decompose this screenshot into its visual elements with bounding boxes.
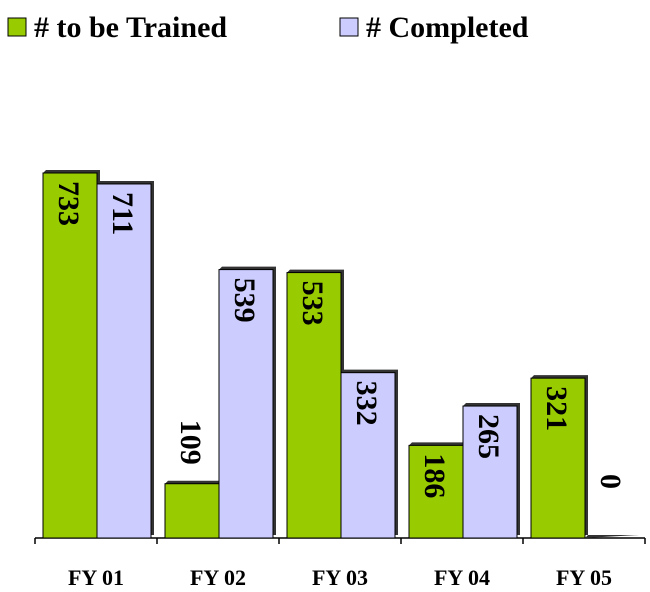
data-label: 711 xyxy=(106,192,139,235)
legend-label: # Completed xyxy=(366,11,529,44)
x-tick-label: FY 02 xyxy=(190,565,246,590)
x-tick-label: FY 01 xyxy=(68,565,124,590)
legend-label: # to be Trained xyxy=(34,11,227,44)
data-label: 533 xyxy=(296,281,329,326)
legend-swatch xyxy=(339,17,359,37)
bar-shadow xyxy=(585,535,642,538)
bar xyxy=(164,483,220,539)
data-label: 332 xyxy=(350,381,383,426)
bar xyxy=(218,269,274,539)
bar xyxy=(530,377,586,539)
data-label: 539 xyxy=(228,278,261,323)
bar xyxy=(408,444,464,539)
bar xyxy=(42,172,98,539)
data-label: 733 xyxy=(52,181,85,226)
x-tick-label: FY 04 xyxy=(434,565,490,590)
data-label: 186 xyxy=(418,453,451,498)
bar xyxy=(340,372,396,539)
legend-swatch xyxy=(7,17,27,37)
x-tick-label: FY 03 xyxy=(312,565,368,590)
x-tick-label: FY 05 xyxy=(556,565,612,590)
data-label: 0 xyxy=(594,474,627,489)
bar xyxy=(462,405,518,539)
bar xyxy=(96,183,152,539)
data-label: 265 xyxy=(472,414,505,459)
data-label: 109 xyxy=(174,420,207,465)
bar xyxy=(286,272,342,539)
data-label: 321 xyxy=(540,386,573,431)
